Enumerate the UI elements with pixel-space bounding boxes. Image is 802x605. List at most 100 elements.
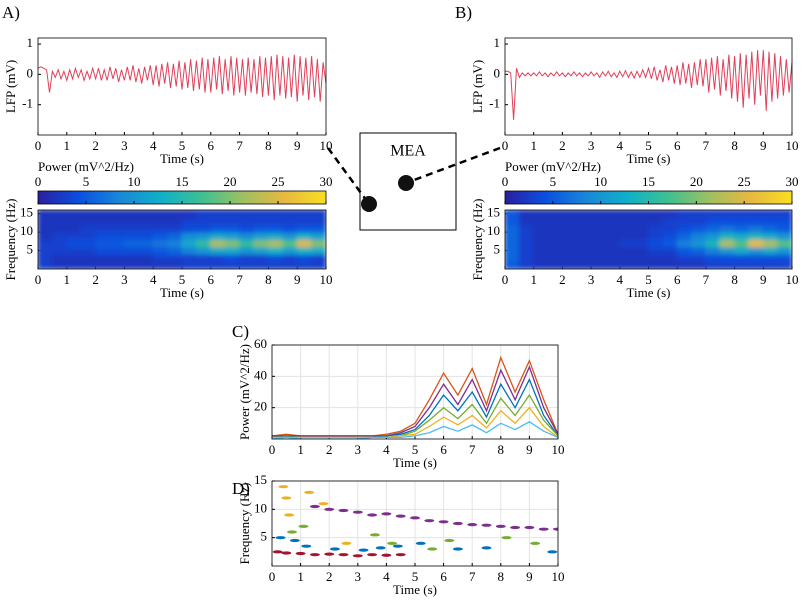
- heat-cell: [181, 261, 197, 269]
- x-tick-label: 2: [326, 569, 333, 584]
- heat-cell: [80, 246, 97, 255]
- data-point: [324, 552, 335, 556]
- heat-cell: [662, 231, 678, 240]
- heat-cell: [38, 224, 53, 233]
- panel-label: C): [232, 322, 249, 341]
- heat-cell: [51, 216, 68, 226]
- heat-cell: [253, 253, 269, 263]
- heat-cell: [777, 231, 792, 240]
- heat-cell: [505, 210, 520, 218]
- data-point: [318, 502, 329, 506]
- x-tick-label: 5: [412, 569, 419, 584]
- heat-cell: [590, 224, 606, 233]
- x-tick-label: 3: [588, 138, 595, 153]
- heat-cell: [152, 210, 169, 218]
- data-line: [272, 421, 558, 439]
- heat-cell: [734, 246, 750, 255]
- heat-cell: [282, 210, 298, 218]
- heat-cell: [267, 261, 284, 269]
- colorbar-tick-label: 20: [224, 174, 237, 189]
- heat-cell: [95, 239, 111, 248]
- heat-cell: [95, 261, 111, 269]
- y-tick-label: 5: [27, 242, 34, 257]
- x-axis-label: Time (s): [393, 582, 437, 597]
- heat-cell: [80, 253, 97, 263]
- heat-cell: [239, 231, 255, 240]
- data-point: [467, 523, 478, 527]
- heat-cell: [66, 246, 82, 255]
- data-point: [309, 504, 320, 509]
- heat-cell: [633, 216, 649, 226]
- heat-cell: [167, 216, 183, 226]
- y-tick-label: 10: [254, 500, 267, 515]
- x-tick-label: 9: [760, 138, 767, 153]
- y-tick-label: -1: [489, 96, 500, 111]
- heat-cell: [777, 261, 792, 269]
- colorbar-tick-label: 5: [83, 174, 90, 189]
- heat-cell: [648, 239, 664, 248]
- heat-cell: [152, 216, 169, 226]
- heat-cell: [311, 216, 326, 226]
- heat-cell: [123, 224, 140, 233]
- heat-cell: [676, 210, 693, 218]
- heat-cell: [38, 253, 53, 263]
- heat-cell: [518, 216, 535, 226]
- heat-cell: [210, 253, 226, 263]
- heat-cell: [533, 261, 549, 269]
- heat-cell: [253, 246, 269, 255]
- heat-cell: [38, 261, 53, 269]
- heat-cell: [705, 246, 721, 255]
- heat-cell: [762, 246, 779, 255]
- heat-cell: [95, 224, 111, 233]
- heat-cell: [505, 231, 520, 240]
- heat-cell: [619, 224, 635, 233]
- axes-frame: [37, 209, 327, 270]
- heat-cell: [311, 253, 326, 263]
- heat-cell: [676, 239, 693, 248]
- heat-cell: [210, 261, 226, 269]
- heat-cell: [719, 261, 736, 269]
- heat-cell: [138, 216, 154, 226]
- heat-cell: [253, 224, 269, 233]
- heat-cell: [662, 253, 678, 263]
- heat-cell: [648, 210, 664, 218]
- heat-cell: [167, 253, 183, 263]
- heat-cell: [590, 210, 606, 218]
- heat-cell: [224, 210, 241, 218]
- heat-cell: [311, 261, 326, 269]
- heat-cell: [109, 261, 125, 269]
- data-point: [381, 553, 392, 557]
- x-tick-label: 1: [64, 272, 71, 287]
- heat-cell: [547, 231, 563, 240]
- y-tick-label: 15: [254, 472, 267, 487]
- heat-cell: [547, 224, 563, 233]
- heat-cell: [705, 253, 721, 263]
- colorbar-tick-label: 15: [176, 174, 189, 189]
- heat-cell: [181, 246, 197, 255]
- x-tick-label: 5: [179, 138, 186, 153]
- heat-cell: [762, 231, 779, 240]
- heat-cell: [691, 253, 707, 263]
- heat-cell: [748, 239, 764, 248]
- y-tick-label: 20: [254, 399, 267, 414]
- colorbar-tick-label: 0: [35, 174, 42, 189]
- heat-cell: [239, 253, 255, 263]
- data-point: [510, 525, 521, 530]
- heat-cell: [662, 224, 678, 233]
- heat-cell: [648, 224, 664, 233]
- heat-cell: [533, 253, 549, 263]
- data-point: [298, 524, 309, 528]
- heat-cell: [195, 253, 212, 263]
- heat-cell: [633, 261, 649, 269]
- heat-cell: [38, 239, 53, 248]
- heat-cell: [38, 246, 53, 255]
- data-point: [278, 485, 289, 489]
- heat-cell: [777, 246, 792, 255]
- heat-cell: [633, 246, 649, 255]
- x-tick-label: 10: [786, 272, 799, 287]
- heat-cell: [210, 224, 226, 233]
- heat-cell: [533, 231, 549, 240]
- heat-cell: [662, 246, 678, 255]
- x-tick-label: 0: [269, 569, 276, 584]
- heat-cell: [619, 261, 635, 269]
